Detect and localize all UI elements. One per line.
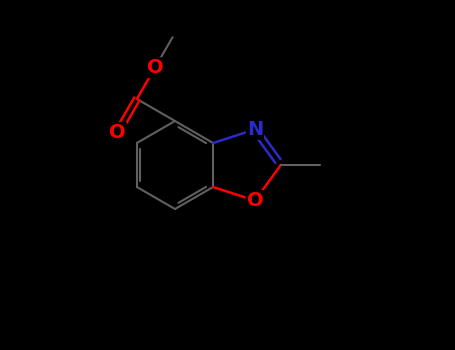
Text: N: N — [247, 120, 263, 139]
Text: O: O — [147, 58, 163, 77]
Text: O: O — [109, 123, 126, 142]
Text: O: O — [247, 191, 263, 210]
